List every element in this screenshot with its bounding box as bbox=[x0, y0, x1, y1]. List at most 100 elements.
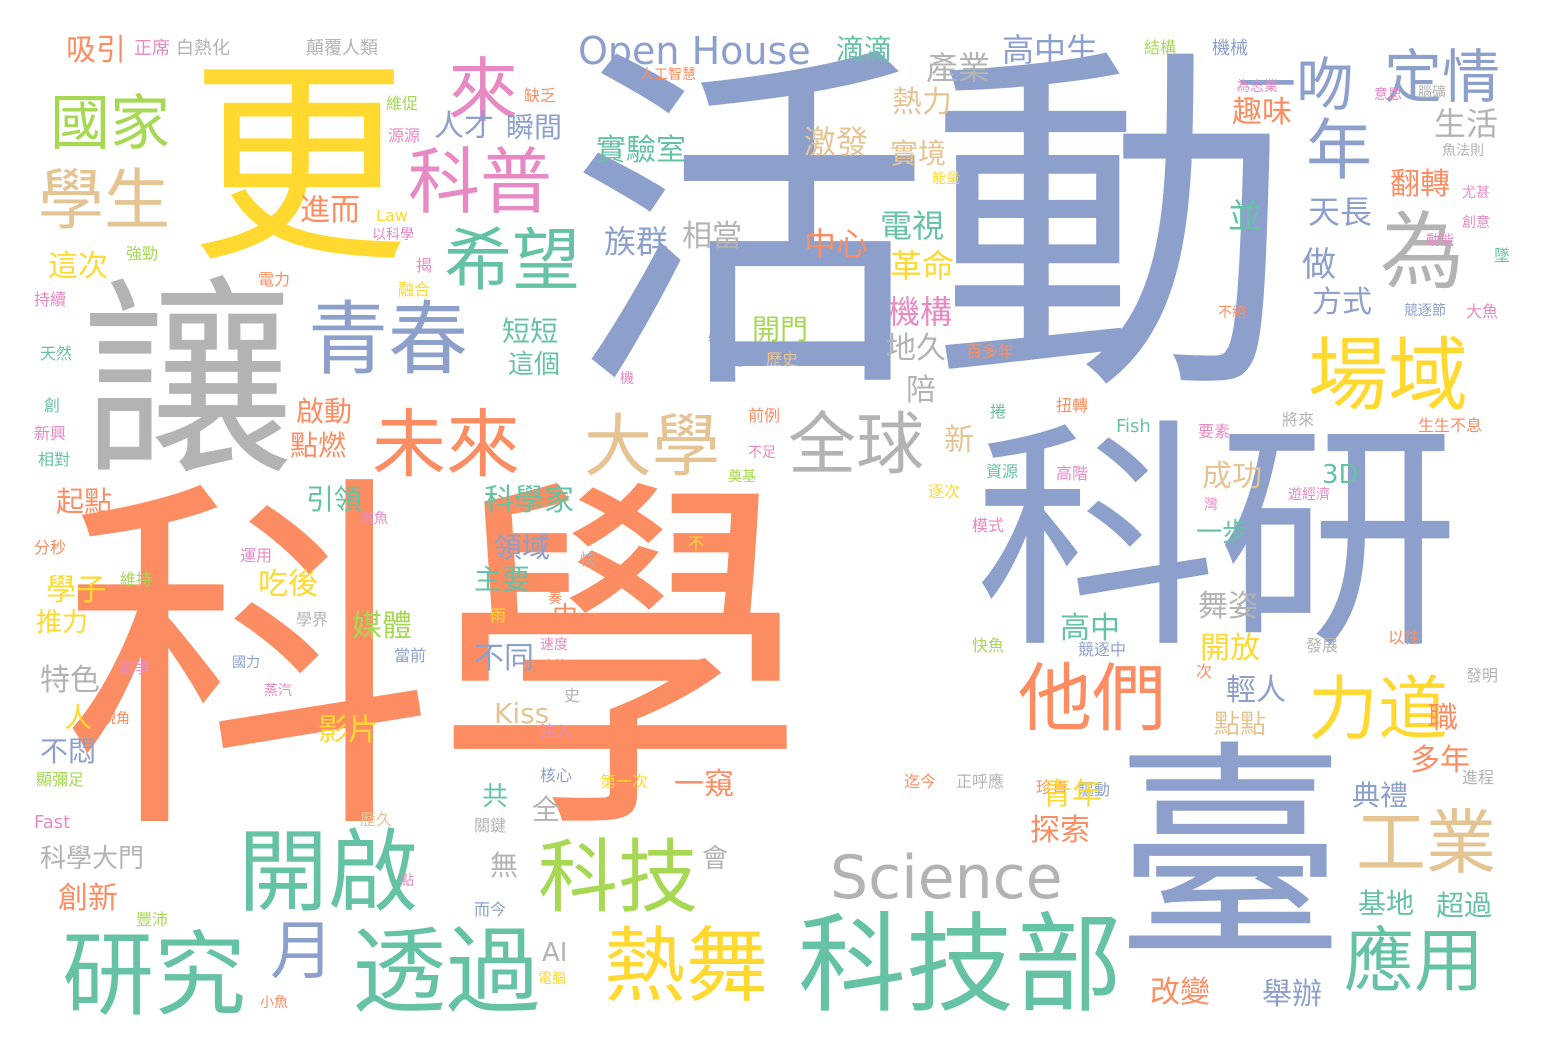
word-dianshi: 電視 bbox=[880, 207, 945, 245]
word-quwei: 趣味 bbox=[1232, 95, 1292, 130]
word-kexuejia: 科學家 bbox=[484, 483, 574, 518]
word-niuzhuan: 扭轉 bbox=[1056, 396, 1089, 415]
word-tansuo: 探索 bbox=[1030, 813, 1090, 848]
word-zhege: 這個 bbox=[508, 350, 561, 380]
word-shengshengbuxi: 生生不息 bbox=[1418, 416, 1483, 435]
word-qingchun: 青春 bbox=[308, 293, 468, 386]
word-yingpian: 影片 bbox=[318, 713, 378, 748]
word-dingqing: 定情 bbox=[1384, 43, 1501, 111]
word-kexuedamen: 科學大門 bbox=[40, 844, 145, 874]
word-3d: 3D bbox=[1322, 460, 1359, 490]
word-xianmizu: 顯彌足 bbox=[36, 770, 85, 789]
word-jincheng: 進程 bbox=[1462, 768, 1495, 787]
word-yue: 月 bbox=[270, 915, 334, 989]
word-zhuyao: 主要 bbox=[474, 563, 531, 596]
word-faming: 發明 bbox=[1466, 666, 1499, 685]
word-zheci: 這次 bbox=[48, 249, 108, 284]
word-jingzhujie: 競逐節 bbox=[1404, 303, 1446, 319]
word-chenggong: 成功 bbox=[1202, 459, 1262, 494]
word-sudu: 速度 bbox=[540, 637, 568, 653]
word-dayu: 大魚 bbox=[1466, 302, 1499, 321]
word-rang: 讓 bbox=[82, 258, 294, 505]
word-zhongxin: 中心 bbox=[804, 225, 869, 263]
word-jiegou: 結構 bbox=[1144, 38, 1177, 57]
word-xiyin: 吸引 bbox=[66, 33, 126, 68]
word-yunyong: 運用 bbox=[240, 546, 273, 565]
word-jianglai: 將來 bbox=[1282, 410, 1315, 429]
word-yikexue: 以科學 bbox=[372, 227, 414, 243]
word-lingyu: 領域 bbox=[494, 531, 551, 564]
word-duanduan: 短短 bbox=[502, 315, 559, 348]
word-ren: 人 bbox=[64, 701, 93, 734]
word-ai: AI bbox=[542, 938, 568, 968]
word-chixu: 持續 bbox=[34, 290, 67, 309]
word-gaojie: 高階 bbox=[1056, 464, 1089, 483]
word-rencai: 人才 bbox=[434, 109, 494, 144]
word-kejibu: 科技部 bbox=[798, 903, 1123, 1028]
word-lishi: 歷史 bbox=[766, 350, 799, 369]
word-qijin: 迄今 bbox=[904, 772, 937, 791]
word-jiner: 進而 bbox=[300, 193, 360, 228]
word-gongye: 工業 bbox=[1356, 802, 1496, 884]
word-fengpei: 豐沛 bbox=[136, 910, 169, 929]
word-quefa: 缺乏 bbox=[524, 86, 557, 105]
word-yiwen: 一吻 bbox=[1238, 51, 1355, 119]
word-bu: 不 bbox=[688, 534, 705, 553]
word-yikui: 一窺 bbox=[674, 767, 734, 802]
word-wuzi: 舞姿 bbox=[1198, 589, 1258, 624]
word-zhuci: 逐次 bbox=[928, 482, 961, 501]
word-qudong: 驅動 bbox=[1078, 780, 1111, 799]
word-geming: 革命 bbox=[890, 247, 955, 285]
word-bumen: 不悶 bbox=[40, 735, 97, 768]
word-zhenghuying: 正呼應 bbox=[956, 772, 1005, 791]
word-xiwang: 希望 bbox=[444, 222, 581, 301]
word-lidao: 力道 bbox=[1308, 668, 1448, 750]
word-fangshi: 方式 bbox=[1312, 285, 1372, 320]
word-guojia: 國家 bbox=[50, 89, 170, 159]
word-youshen: 尤甚 bbox=[1462, 185, 1490, 201]
word-erjin: 而今 bbox=[474, 900, 507, 919]
word-zou: 奏 bbox=[548, 591, 562, 607]
word-tai: 臺 bbox=[1115, 723, 1346, 990]
word-fast: Fast bbox=[34, 812, 71, 833]
word-yiwang: 以往 bbox=[1388, 628, 1421, 647]
word-xinxing: 新興 bbox=[34, 424, 67, 443]
word-science: Science bbox=[830, 843, 1063, 913]
word-ji: 機 bbox=[620, 371, 634, 387]
word-changyu: 場域 bbox=[1308, 329, 1468, 422]
word-baiduonian: 百多年 bbox=[966, 342, 1015, 361]
word-yinling: 引領 bbox=[306, 483, 363, 516]
word-kaifang: 開放 bbox=[1200, 631, 1260, 666]
word-zhui: 墜 bbox=[1494, 246, 1511, 265]
word-fanzhuan: 翻轉 bbox=[1390, 167, 1450, 202]
word-bujue: 不絕 bbox=[1218, 305, 1246, 321]
word-kepu: 科普 bbox=[408, 140, 553, 224]
word-ronghe: 融合 bbox=[398, 280, 431, 299]
word-ziyuan: 資源 bbox=[986, 462, 1019, 481]
word-qingnian: 青年 bbox=[1042, 777, 1102, 812]
word-quanqiu: 全球 bbox=[788, 406, 925, 485]
word-naokuang: 腦礦 bbox=[1418, 85, 1446, 101]
word-zhi: 職 bbox=[1428, 701, 1458, 736]
word-qianli: 前例 bbox=[748, 406, 781, 425]
word-yisi: 意思 bbox=[1374, 87, 1402, 103]
word-juban: 舉辦 bbox=[1262, 977, 1322, 1012]
word-quan: 全 bbox=[532, 793, 561, 826]
word-tianran: 天然 bbox=[40, 344, 73, 363]
word-ci: 次 bbox=[1196, 662, 1213, 681]
word-dianji: 奠基 bbox=[728, 469, 756, 485]
word-yaosu: 要素 bbox=[1198, 422, 1231, 441]
word-diannao: 電腦 bbox=[538, 971, 566, 987]
word-dianfurenlei: 顛覆人類 bbox=[306, 38, 378, 59]
word-chihou: 吃後 bbox=[258, 567, 318, 602]
word-xin: 新 bbox=[944, 423, 974, 458]
word-jifa: 激發 bbox=[804, 123, 869, 161]
word-hui: 會 bbox=[702, 844, 729, 874]
word-geng: 更 bbox=[190, 40, 408, 293]
word-jizheng: 激爭 bbox=[118, 658, 151, 677]
word-rengongzhihui: 人工智慧 bbox=[640, 67, 696, 83]
word-butong: 不同 bbox=[474, 641, 534, 676]
word-xuesheng: 學生 bbox=[38, 162, 170, 239]
word-chaoguo: 超過 bbox=[1436, 889, 1493, 922]
word-chuang: 創 bbox=[44, 396, 61, 415]
